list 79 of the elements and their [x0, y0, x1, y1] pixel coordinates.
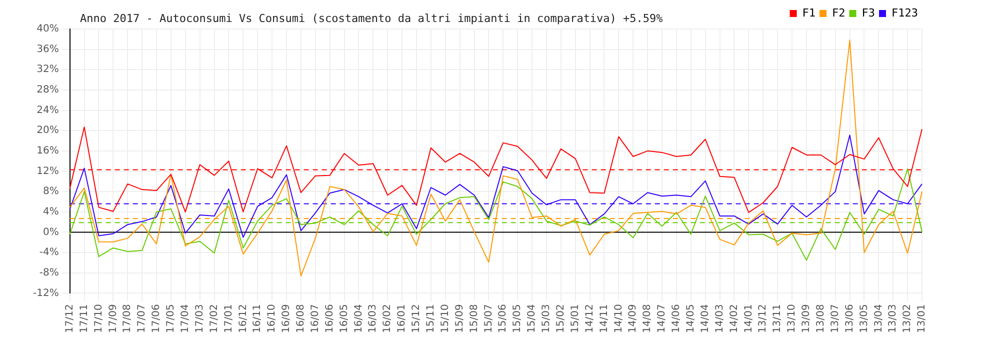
x-tick-label: 13/07	[830, 304, 841, 334]
y-tick-label: 36%	[36, 44, 59, 55]
y-tick-label: -4%	[39, 247, 59, 258]
x-tick-label: 17/10	[93, 304, 104, 334]
x-tick-label: 14/01	[743, 304, 754, 334]
x-tick-label: 16/04	[353, 304, 364, 334]
x-tick-label: 15/08	[468, 304, 480, 334]
x-tick-label: 13/09	[801, 304, 812, 334]
x-tick-label: 13/10	[786, 304, 798, 334]
x-tick-label: 13/11	[772, 304, 784, 334]
x-tick-label: 17/02	[208, 304, 220, 334]
x-tick-label: 17/04	[180, 304, 191, 334]
y-tick-label: 12%	[36, 166, 59, 177]
y-tick-label: 0%	[42, 226, 59, 238]
chart-title: Anno 2017 - Autoconsumi Vs Consumi (scostamento da altri impianti in comparativa) +5.59%	[80, 12, 663, 25]
x-tick-label: 17/07	[136, 304, 148, 334]
x-tick-label: 16/12	[238, 304, 249, 334]
x-tick-label: 14/08	[642, 304, 654, 334]
y-tick-label: 24%	[36, 104, 59, 116]
y-tick-label: 20%	[36, 125, 59, 136]
y-tick-label: 32%	[36, 64, 59, 76]
x-tick-label: 16/06	[324, 304, 336, 334]
x-tick-label: 14/06	[671, 304, 682, 334]
x-tick-label: 17/06	[151, 304, 162, 334]
x-tick-label: 16/09	[281, 304, 292, 334]
legend-label: F2	[832, 6, 846, 20]
x-tick-label: 15/07	[483, 304, 494, 334]
x-tick-label: 13/02	[902, 304, 914, 334]
x-tick-label: 16/01	[396, 304, 408, 334]
x-tick-label: 15/10	[440, 304, 451, 334]
x-tick-label: 14/02	[728, 304, 740, 334]
x-tick-label: 15/06	[498, 304, 509, 334]
x-tick-label: 17/01	[223, 304, 234, 334]
y-tick-label: -8%	[39, 267, 59, 278]
x-tick-label: 13/06	[844, 304, 856, 334]
legend-label: F1	[802, 6, 816, 20]
y-tick-label: 40%	[36, 24, 59, 35]
x-tick-label: 15/01	[570, 304, 581, 334]
x-tick-label: 16/11	[252, 304, 264, 334]
x-tick-label: 15/12	[411, 304, 422, 334]
x-tick-label: 13/04	[873, 304, 884, 334]
x-tick-label: 14/07	[656, 304, 668, 334]
x-tick-label: 14/11	[598, 304, 610, 334]
x-tick-label: 14/12	[584, 304, 596, 334]
x-tick-label: 17/11	[78, 304, 90, 334]
x-tick-label: 15/05	[512, 304, 524, 334]
x-tick-label: 15/03	[541, 304, 552, 334]
y-tick-label: 8%	[42, 186, 59, 198]
x-tick-label: 13/01	[916, 304, 928, 334]
x-tick-label: 17/05	[166, 304, 177, 334]
x-tick-label: 15/04	[526, 304, 538, 334]
x-tick-label: 16/07	[310, 304, 321, 334]
x-tick-label: 14/03	[714, 304, 726, 334]
x-tick-label: 13/12	[758, 304, 769, 334]
x-tick-label: 15/02	[556, 304, 567, 334]
x-tick-label: 16/08	[296, 304, 307, 334]
x-tick-label: 14/10	[613, 304, 624, 334]
x-tick-label: 17/09	[108, 304, 119, 334]
x-tick-label: 15/11	[426, 304, 437, 334]
y-tick-label: 4%	[42, 206, 59, 218]
x-tick-label: 15/09	[454, 304, 466, 334]
x-tick-label: 13/03	[888, 304, 899, 334]
y-tick-label: 16%	[36, 146, 59, 157]
x-tick-label: 14/04	[700, 304, 711, 334]
x-tick-label: 13/05	[858, 304, 870, 334]
x-tick-label: 17/12	[64, 304, 76, 334]
legend-label: F3	[862, 6, 876, 20]
x-tick-label: 13/08	[815, 304, 826, 334]
x-tick-label: 14/09	[628, 304, 639, 334]
x-tick-label: 16/03	[368, 304, 379, 334]
x-tick-label: 17/03	[194, 304, 206, 334]
y-tick-label: 28%	[36, 84, 59, 96]
x-tick-label: 16/02	[382, 304, 394, 334]
y-tick-label: -12%	[32, 288, 59, 299]
x-tick-label: 17/08	[122, 304, 134, 334]
legend-label: F123	[892, 6, 918, 20]
x-tick-label: 14/05	[686, 304, 696, 334]
x-tick-label: 16/10	[266, 304, 278, 334]
x-tick-label: 16/05	[338, 304, 350, 334]
